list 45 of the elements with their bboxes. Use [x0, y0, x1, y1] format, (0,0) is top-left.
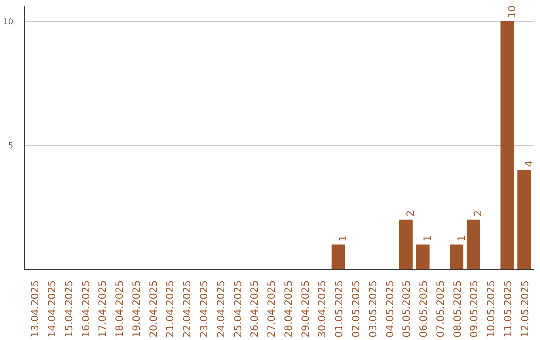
- bar: [332, 244, 346, 270]
- x-tick-label: 07.05.2025: [436, 280, 447, 338]
- x-tick-label: 29.04.2025: [300, 280, 312, 338]
- x-tick-label: 21.04.2025: [166, 280, 177, 338]
- data-label: 1: [456, 235, 468, 242]
- x-tick-label: 19.04.2025: [132, 280, 143, 338]
- bar: [399, 220, 413, 270]
- data-label: 4: [524, 160, 536, 168]
- bar: [466, 220, 480, 270]
- data-label: 1: [338, 235, 350, 242]
- bar: [518, 170, 532, 270]
- x-tick-label: 11.05.2025: [503, 280, 514, 338]
- x-tick-label: 04.05.2025: [385, 280, 396, 338]
- x-tick-label: 27.04.2025: [267, 280, 278, 338]
- x-tick-label: 08.05.2025: [452, 280, 464, 338]
- x-tick-label: 23.04.2025: [200, 280, 211, 338]
- y-tick-label: 5: [8, 141, 14, 150]
- bar: [450, 244, 464, 270]
- x-tick-label: 26.04.2025: [250, 280, 262, 338]
- x-tick-label: 28.04.2025: [284, 280, 295, 338]
- x-tick-label: 25.04.2025: [233, 280, 244, 338]
- data-label: 2: [474, 210, 485, 217]
- x-tick-label: 20.04.2025: [148, 280, 160, 338]
- x-tick-label: 30.04.2025: [318, 280, 329, 338]
- data-label: 1: [423, 235, 434, 242]
- x-tick-label: 13.04.2025: [30, 280, 42, 338]
- x-tick-label: 05.05.2025: [402, 280, 414, 338]
- bar: [416, 244, 430, 270]
- data-label: 10: [507, 6, 518, 18]
- x-tick-label: 03.05.2025: [368, 280, 380, 338]
- x-tick-label: 18.04.2025: [115, 280, 126, 338]
- x-tick-label: 17.04.2025: [98, 280, 110, 338]
- x-tick-label: 12.05.2025: [520, 280, 532, 338]
- x-tick-label: 15.04.2025: [64, 280, 76, 338]
- x-tick-label: 16.04.2025: [81, 280, 92, 338]
- bar: [500, 21, 514, 270]
- data-label: 2: [406, 210, 418, 217]
- x-tick-label: 01.05.2025: [334, 280, 346, 338]
- x-tick-label: 06.05.2025: [419, 280, 430, 338]
- x-tick-label: 09.05.2025: [470, 280, 481, 338]
- x-tick-label: 22.04.2025: [182, 280, 194, 338]
- x-tick-label: 02.05.2025: [351, 280, 362, 338]
- x-tick-label: 10.05.2025: [486, 280, 498, 338]
- x-tick-label: 14.04.2025: [48, 280, 59, 338]
- x-tick-label: 24.04.2025: [216, 280, 228, 338]
